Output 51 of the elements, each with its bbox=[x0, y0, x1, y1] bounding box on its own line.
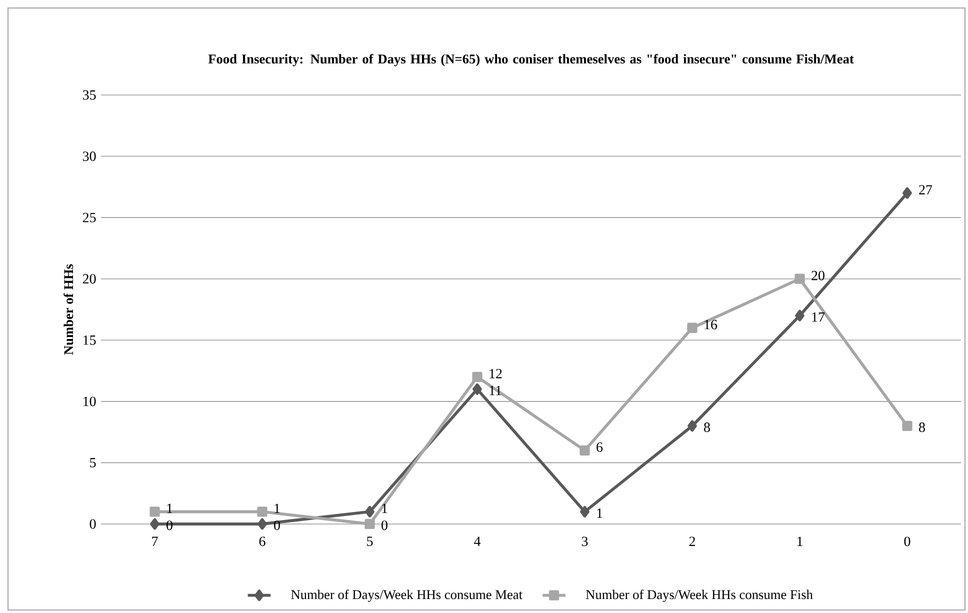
y-tick-label: 35 bbox=[82, 90, 96, 100]
y-axis-title: Number of HHs bbox=[64, 264, 74, 355]
data-label: 1 bbox=[382, 504, 388, 514]
x-tick-label: 3 bbox=[582, 536, 588, 546]
point bbox=[365, 506, 374, 518]
x-tick-label: 6 bbox=[259, 536, 266, 546]
x-tick-label: 4 bbox=[474, 536, 481, 546]
x-tick-label: 7 bbox=[152, 536, 158, 546]
point bbox=[258, 518, 267, 530]
point bbox=[795, 310, 804, 322]
data-label: 6 bbox=[596, 442, 603, 452]
data-label: 0 bbox=[166, 520, 172, 530]
point bbox=[257, 506, 268, 517]
point bbox=[364, 518, 375, 530]
point bbox=[472, 372, 482, 382]
data-label: 12 bbox=[490, 368, 502, 378]
y-tick-label: 20 bbox=[82, 274, 96, 284]
point bbox=[472, 383, 482, 395]
legend-label: Number of Days/Week HHs consume Fish bbox=[586, 590, 813, 602]
point bbox=[580, 445, 590, 456]
data-label: 27 bbox=[919, 185, 932, 194]
point bbox=[580, 506, 590, 518]
y-tick-label: 0 bbox=[90, 519, 96, 529]
y-tick-label: 10 bbox=[84, 396, 96, 406]
data-label: 1 bbox=[274, 504, 280, 514]
x-tick-label: 5 bbox=[367, 536, 373, 546]
data-label: 17 bbox=[812, 312, 825, 322]
y-tick-label: 15 bbox=[84, 335, 96, 345]
legend-label: Number of Days/Week HHs consume Meat bbox=[291, 590, 522, 602]
data-label: 0 bbox=[382, 520, 388, 530]
data-label: 20 bbox=[812, 270, 824, 280]
data-label: 8 bbox=[704, 422, 710, 432]
y-tick-label: 5 bbox=[90, 458, 96, 468]
data-label: 1 bbox=[597, 508, 602, 518]
point bbox=[150, 518, 160, 530]
chart-title: Food Insecurity: Number of Days HHs (N=65) who coniser themeselves as "food insecure" consume Fish/Meat bbox=[208, 54, 854, 66]
data-label: 8 bbox=[919, 422, 925, 432]
point bbox=[902, 187, 912, 199]
data-label: 11 bbox=[490, 386, 502, 396]
data-label: 16 bbox=[704, 320, 718, 330]
point bbox=[902, 420, 912, 432]
point bbox=[150, 506, 160, 517]
y-tick-label: 30 bbox=[82, 152, 96, 162]
y-tick-label: 25 bbox=[82, 212, 96, 222]
point bbox=[687, 322, 698, 333]
data-label: 1 bbox=[167, 504, 172, 514]
x-tick-label: 0 bbox=[904, 536, 910, 546]
x-tick-label: 2 bbox=[689, 536, 695, 546]
point bbox=[794, 274, 805, 284]
x-tick-label: 1 bbox=[797, 536, 802, 546]
point bbox=[688, 420, 697, 432]
